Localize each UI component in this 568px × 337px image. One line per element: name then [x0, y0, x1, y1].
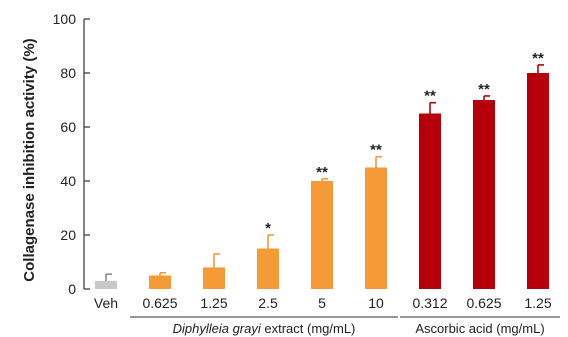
- x-tick-label: Veh: [94, 295, 118, 311]
- x-tick-label: 0.625: [466, 295, 501, 311]
- significance-label: **: [424, 88, 436, 105]
- significance-label: **: [370, 142, 382, 159]
- x-tick-label: 10: [368, 295, 384, 311]
- x-tick-label: 1.25: [200, 295, 227, 311]
- axes: 0 20 40 60 80 100: [53, 11, 90, 297]
- group-label-text: Ascorbic acid (mg/mL): [415, 321, 544, 336]
- x-tick-label: 2.5: [258, 295, 278, 311]
- group-label: Diphylleia grayi extract (mg/mL): [173, 321, 356, 336]
- x-tick-label: 5: [318, 295, 326, 311]
- bar-0.625: [473, 100, 495, 289]
- bar-5: [311, 181, 333, 289]
- y-tick-label: 0: [68, 281, 76, 297]
- bar-1.25: [203, 267, 225, 289]
- significance-label: *: [265, 220, 271, 237]
- bar-1.25: [527, 73, 549, 289]
- bar-2.5: [257, 248, 279, 289]
- group-label-italic: Diphylleia grayi: [173, 321, 262, 336]
- y-tick-label: 100: [53, 11, 77, 27]
- y-axis-label: Collagenase inhibition activity (%): [21, 38, 38, 281]
- y-tick-label: 20: [60, 227, 76, 243]
- bar-0.625: [149, 275, 171, 289]
- significance-label: **: [316, 164, 328, 181]
- significance-label: **: [532, 50, 544, 67]
- bars-layer: ******* ****: [95, 50, 549, 289]
- x-tick-label: 0.312: [412, 295, 447, 311]
- group-label: Ascorbic acid (mg/mL): [415, 321, 544, 336]
- x-tick-label: 0.625: [142, 295, 177, 311]
- bar-Veh: [95, 280, 117, 289]
- y-tick-label: 80: [60, 65, 76, 81]
- x-tick-labels: Veh 0.625 1.25 2.5 5 10 0.312 0.625 1.25: [94, 295, 552, 311]
- bar-0.312: [419, 113, 441, 289]
- significance-label: **: [478, 81, 490, 98]
- y-tick-label: 60: [60, 119, 76, 135]
- x-tick-label: 1.25: [524, 295, 551, 311]
- bar-10: [365, 167, 387, 289]
- group-label-text: extract (mg/mL): [261, 321, 356, 336]
- y-tick-label: 40: [60, 173, 76, 189]
- group-labels: Diphylleia grayi extract (mg/mL) Ascorbic…: [130, 316, 560, 336]
